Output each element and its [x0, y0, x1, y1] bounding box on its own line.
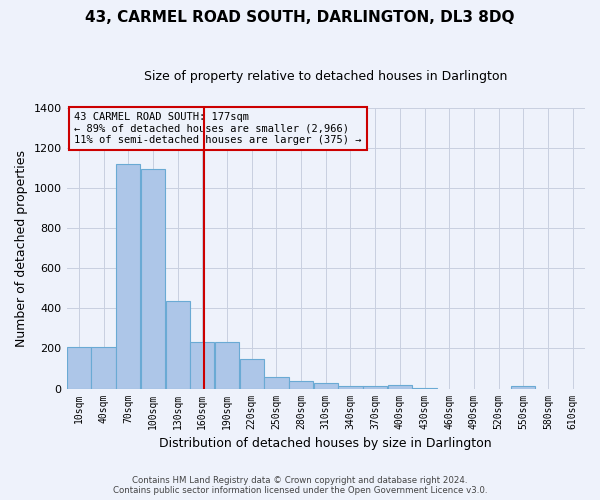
Bar [314, 383, 338, 388]
Bar [91, 347, 116, 389]
Bar [289, 380, 313, 388]
Bar [239, 359, 264, 388]
Bar [215, 342, 239, 388]
Bar [511, 386, 535, 388]
Bar [363, 386, 387, 388]
Bar [116, 164, 140, 388]
Bar [264, 377, 289, 388]
Bar [190, 342, 214, 388]
Y-axis label: Number of detached properties: Number of detached properties [15, 150, 28, 346]
Text: 43, CARMEL ROAD SOUTH, DARLINGTON, DL3 8DQ: 43, CARMEL ROAD SOUTH, DARLINGTON, DL3 8… [85, 10, 515, 25]
Bar [166, 302, 190, 388]
Bar [141, 170, 165, 388]
Bar [338, 386, 362, 388]
Bar [67, 347, 91, 389]
X-axis label: Distribution of detached houses by size in Darlington: Distribution of detached houses by size … [160, 437, 492, 450]
Text: Contains HM Land Registry data © Crown copyright and database right 2024.
Contai: Contains HM Land Registry data © Crown c… [113, 476, 487, 495]
Bar [388, 385, 412, 388]
Title: Size of property relative to detached houses in Darlington: Size of property relative to detached ho… [144, 70, 508, 83]
Text: 43 CARMEL ROAD SOUTH: 177sqm
← 89% of detached houses are smaller (2,966)
11% of: 43 CARMEL ROAD SOUTH: 177sqm ← 89% of de… [74, 112, 362, 145]
